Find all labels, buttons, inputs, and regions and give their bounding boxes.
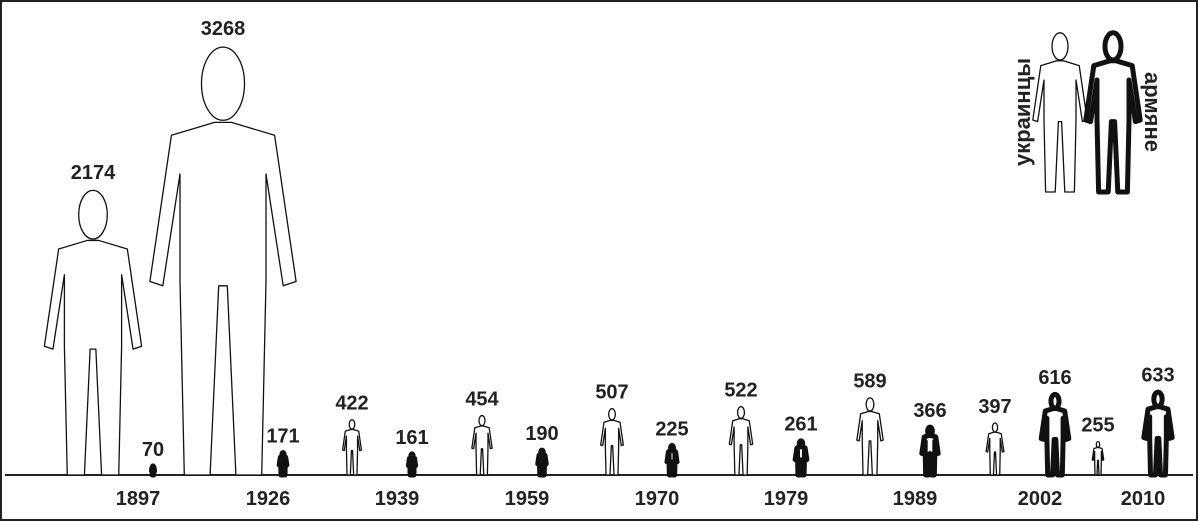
value-label: 190 (525, 423, 558, 445)
figure (857, 398, 883, 475)
figure (408, 454, 415, 475)
value-label: 171 (266, 426, 299, 448)
figure-body (408, 458, 415, 475)
figure (538, 450, 547, 475)
legend-figure (1033, 33, 1087, 192)
figure-body (667, 451, 677, 475)
x-tick-label: 1939 (375, 488, 420, 510)
figure-head (1052, 33, 1068, 60)
value-label: 255 (1081, 414, 1114, 436)
figure (44, 190, 141, 475)
figure-body (857, 411, 883, 475)
figure-head (609, 409, 616, 420)
value-label: 161 (395, 427, 428, 449)
figure-body (279, 457, 287, 475)
figure-head (479, 416, 485, 426)
figure-body (1092, 447, 1103, 475)
figure (1144, 392, 1172, 475)
figure-body (795, 447, 807, 475)
legend-label: армяне (1140, 72, 1165, 152)
value-label: 3268 (201, 18, 246, 40)
figure (1041, 394, 1069, 475)
figure-body (472, 426, 492, 475)
figure-body (1041, 409, 1069, 475)
figure-body (1086, 61, 1140, 192)
figure-head (992, 423, 997, 432)
figure-body (922, 436, 938, 475)
figure (472, 416, 492, 475)
figure-head (1154, 392, 1162, 406)
figure-head (866, 398, 874, 411)
value-label: 397 (978, 396, 1011, 418)
figure-body (44, 240, 141, 475)
value-label: 633 (1141, 365, 1174, 387)
value-label: 616 (1038, 367, 1071, 389)
value-label: 589 (853, 371, 886, 393)
figure (922, 427, 938, 475)
figure (279, 453, 287, 475)
figure-body (343, 429, 362, 475)
figure-head (1105, 33, 1121, 60)
x-tick-label: 1979 (764, 488, 809, 510)
figure (601, 409, 624, 475)
figure-body (1144, 407, 1172, 475)
figure (343, 420, 362, 475)
value-label: 366 (913, 400, 946, 422)
value-label: 225 (655, 418, 688, 440)
legend-label: украинцы (1010, 58, 1035, 166)
figure-body (538, 455, 547, 476)
figure-body (1033, 61, 1087, 192)
figure-head (202, 47, 245, 120)
figure (795, 441, 807, 475)
value-label: 70 (142, 439, 164, 461)
figure-body (151, 467, 154, 475)
figure-head (1096, 442, 1099, 448)
x-tick-label: 1897 (116, 488, 161, 510)
value-label: 507 (595, 381, 628, 403)
value-label: 522 (724, 379, 757, 401)
x-tick-label: 1970 (635, 488, 680, 510)
figure-body (729, 419, 752, 475)
figure-head (79, 190, 108, 239)
legend-figure (1086, 33, 1140, 192)
figure-head (738, 407, 745, 419)
figure (667, 446, 677, 475)
figure (1092, 442, 1103, 475)
figure-body (601, 420, 624, 475)
figure (150, 47, 296, 475)
x-tick-label: 1989 (893, 488, 938, 510)
x-tick-label: 1926 (246, 488, 291, 510)
value-label: 261 (784, 414, 817, 436)
figure-head (349, 420, 355, 429)
x-tick-label: 1959 (505, 488, 550, 510)
value-label: 454 (465, 388, 499, 410)
value-label: 2174 (71, 162, 116, 184)
figure (729, 407, 752, 475)
value-label: 422 (335, 392, 368, 414)
figure (986, 423, 1004, 475)
figure (151, 466, 154, 475)
x-tick-label: 2010 (1121, 488, 1166, 510)
figure-body (150, 122, 296, 475)
figure-body (986, 432, 1004, 475)
x-tick-label: 2002 (1018, 488, 1063, 510)
